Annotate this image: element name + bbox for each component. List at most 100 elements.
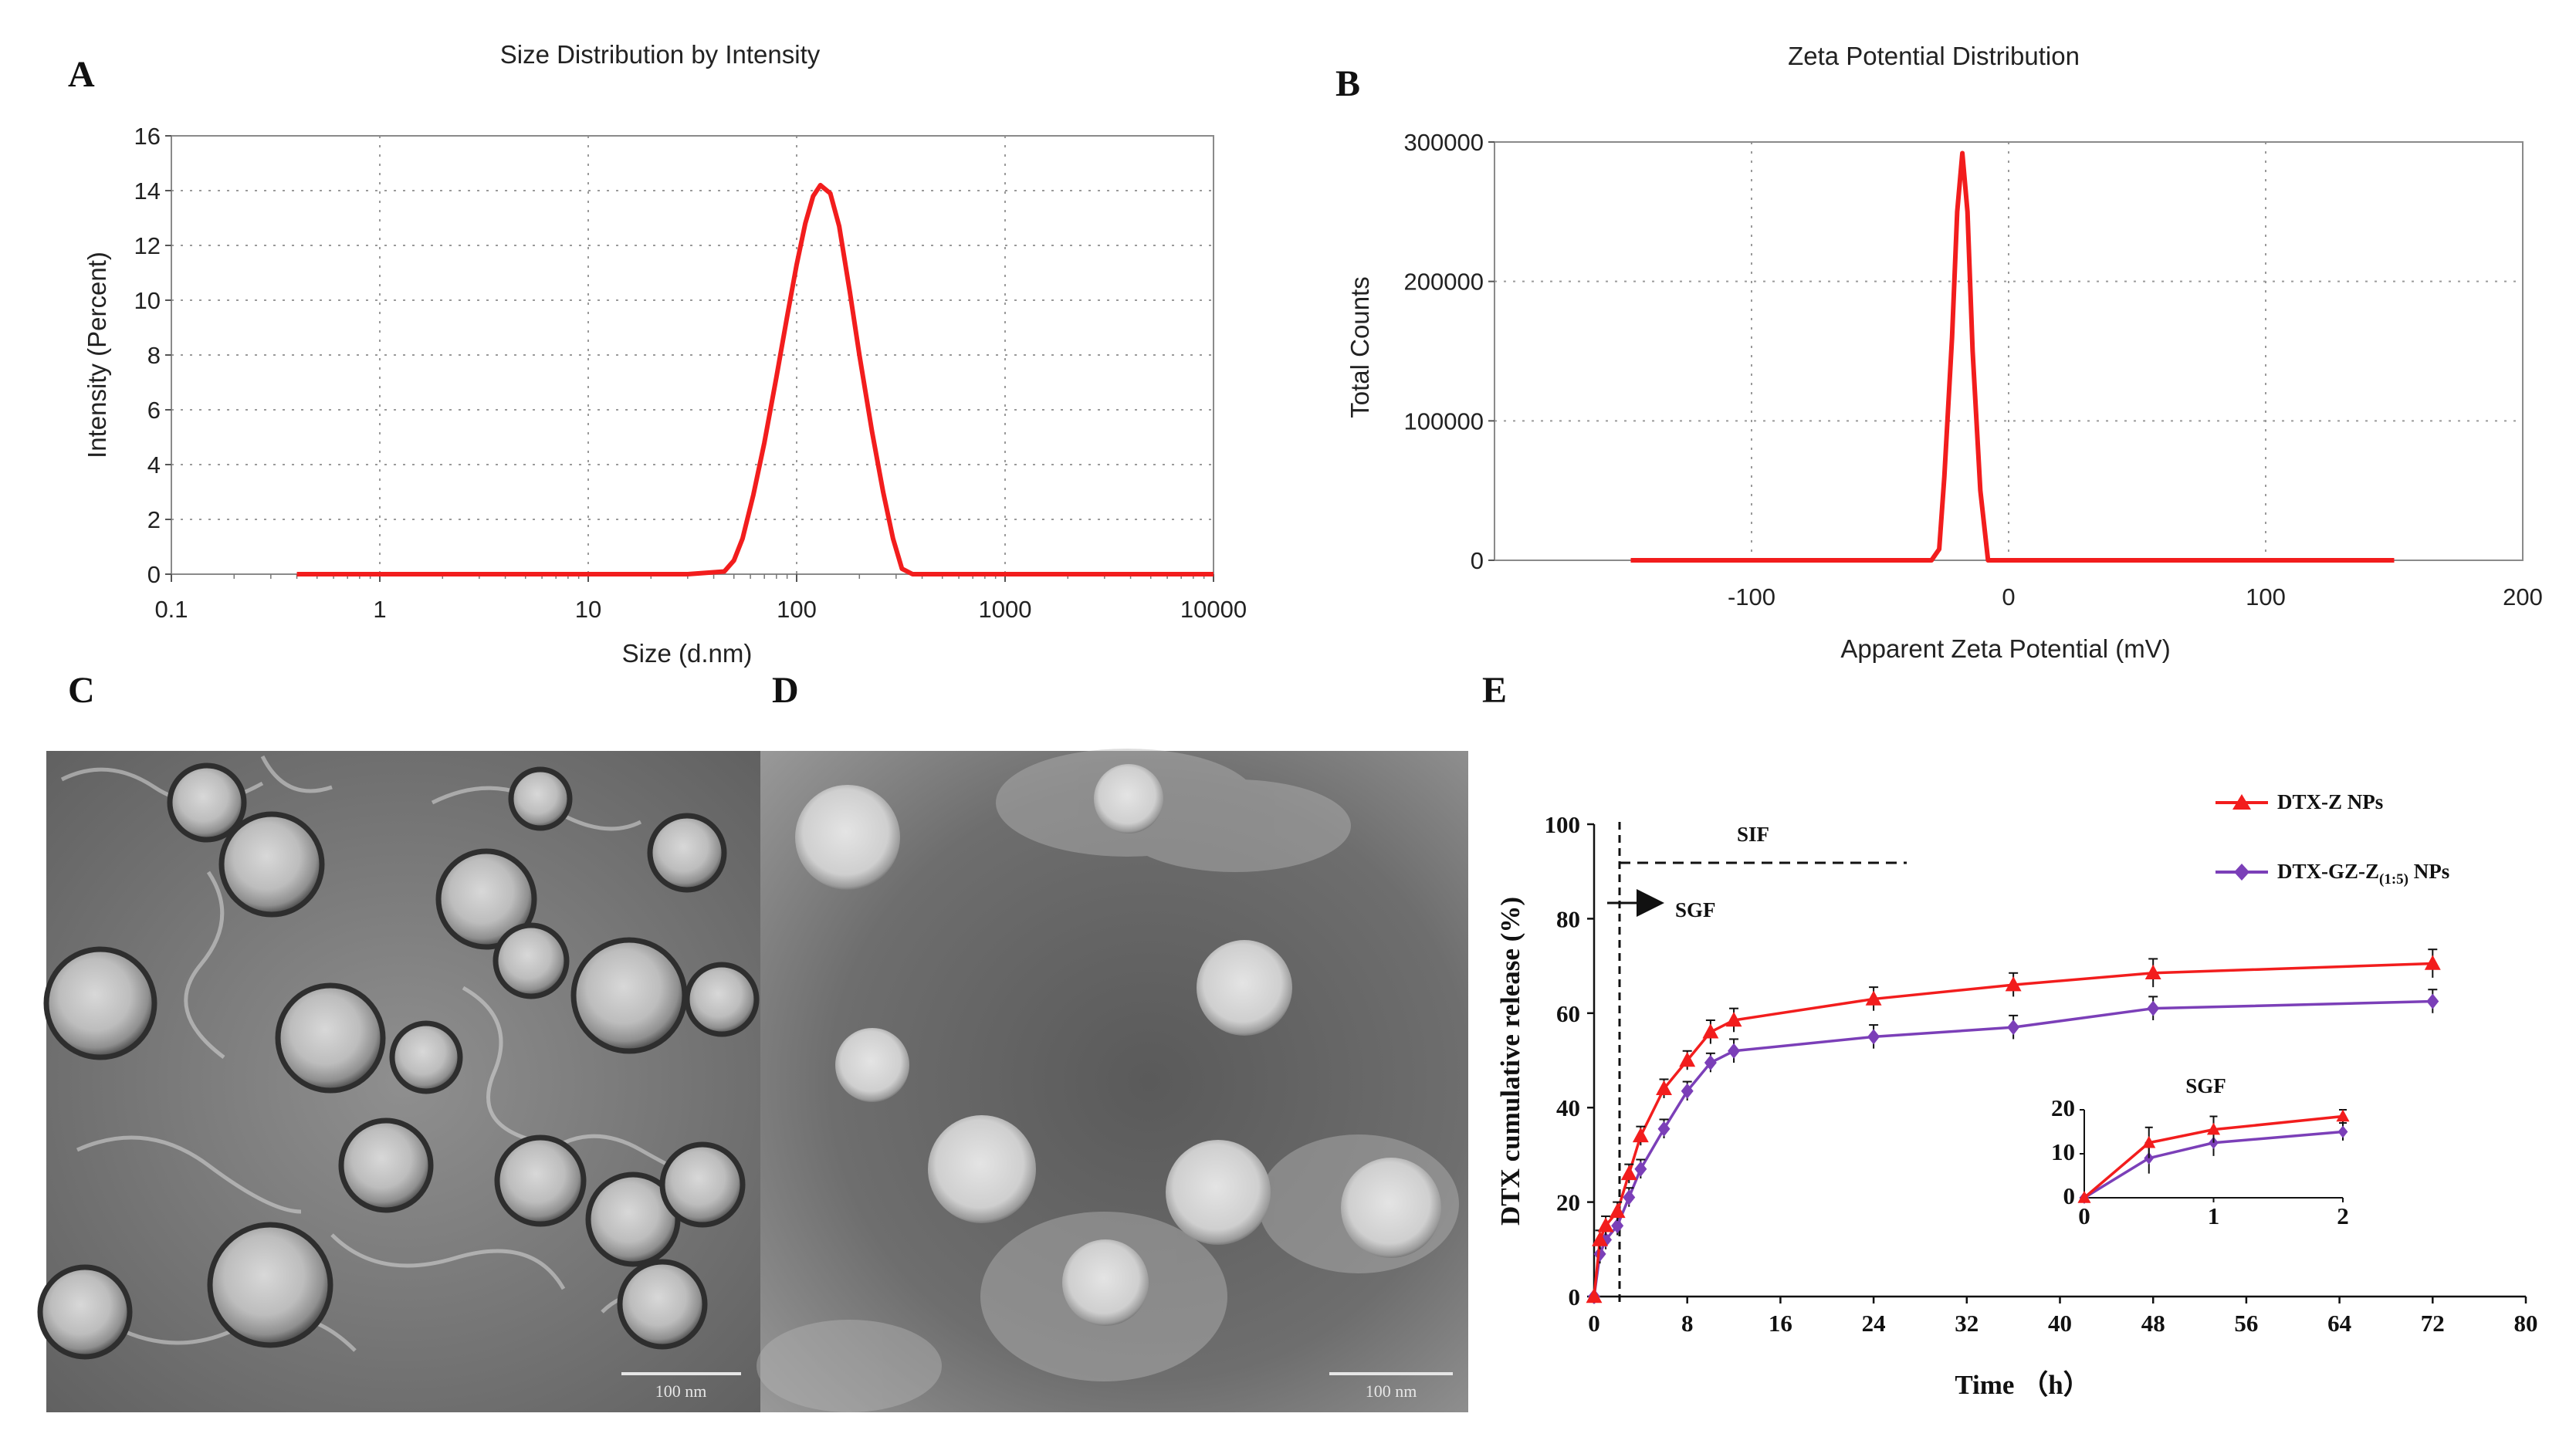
chart-e-point-dtx-gz-z [1704,1055,1717,1071]
chart-b-frame [1494,141,2524,561]
chart-b-ytick-label: 200000 [1404,269,1484,296]
chart-a-ytick-label: 4 [147,451,161,478]
chart-b-xtick-label: 100 [2246,583,2286,610]
chart-e-ytick-label: 100 [1545,811,1581,838]
chart-e-inset-xtick-label: 2 [2337,1202,2349,1229]
chart-b-title: Zeta Potential Distribution [1788,42,2080,70]
chart-e-point-dtx-gz-z [1623,1189,1636,1205]
chart-a-xlabel: Size (d.nm) [622,639,753,668]
chart-e-ytick-label: 20 [1556,1189,1580,1216]
chart-a-ytick-label: 12 [134,232,161,259]
chart-a-ticks: 0.1 1 10 100 1000 10000 0 2 4 6 8 10 12 14 16 [134,123,1247,623]
chart-a-ytick-label: 14 [134,178,161,205]
chart-e-inset-ytick-label: 0 [2063,1182,2076,1209]
chart-e-xtick-label: 48 [2141,1310,2165,1337]
chart-e-line-inset-dtx-z [2083,1114,2344,1199]
legend-label-dtx-gz-z-suffix: NPs [2408,860,2449,883]
chart-a-xtick-label: 1 [373,596,386,623]
chart-e-inset-xtick-label: 0 [2078,1202,2090,1229]
chart-b-series-line [1630,150,2395,563]
panel-a: A Size Distribution by Intensity 0.1 1 10 1… [68,40,1247,668]
micrograph-d-particles [795,764,1441,1326]
chart-e-point-dtx-gz-z [1867,1029,1880,1045]
chart-e-point-dtx-z [1725,1011,1742,1027]
micrograph-c: 100 nm [37,751,760,1412]
panel-label-c: C [68,670,95,711]
chart-e-ylabel: DTX cumulative release (%) [1495,897,1525,1226]
chart-e-xtick-label: 72 [2421,1310,2445,1337]
chart-a-xtick-label: 10000 [1180,596,1247,623]
chart-b-ticks: -100 0 100 200 0 100000 200000 300000 [1404,129,2543,610]
chart-e-xtick-label: 32 [1955,1310,1979,1337]
panel-label-d: D [772,670,799,711]
legend-marker-dtx-z [2232,794,2251,810]
chart-e-point-dtx-z [1702,1023,1719,1039]
chart-e-point-dtx-z [1609,1202,1626,1219]
chart-e-point-dtx-z [1865,990,1882,1006]
legend-label-dtx-gz-z-sub: (1:5) [2379,871,2408,888]
legend-marker-dtx-gz-z [2234,864,2249,881]
chart-e-inset-ytick-label: 20 [2051,1094,2075,1121]
chart-e-line-inset-dtx-gz-z [2083,1130,2344,1199]
chart-e-point-inset-dtx-z [2206,1122,2221,1135]
chart-e-point-dtx-gz-z [2007,1019,2020,1036]
chart-e-ytick-label: 0 [1569,1283,1581,1310]
chart-e-xtick-label: 0 [1588,1310,1600,1337]
chart-a-ytick-label: 8 [147,342,161,369]
chart-e-point-dtx-gz-z [1681,1083,1694,1099]
panel-c: C [37,670,760,1412]
chart-a-xtick-label: 10 [575,596,601,623]
chart-b-xlabel: Apparent Zeta Potential (mV) [1840,634,2170,663]
chart-e-point-dtx-z [1679,1052,1696,1067]
chart-e-xtick-label: 64 [2327,1310,2351,1337]
chart-b-ytick-label: 0 [1471,547,1484,574]
chart-e-xtick-label: 8 [1681,1310,1694,1337]
chart-e-inset-xtick-label: 1 [2208,1202,2220,1229]
chart-b-ytick-label: 100000 [1404,407,1484,434]
chart-e-xtick-label: 40 [2048,1310,2072,1337]
panel-label-a: A [68,54,95,95]
chart-b-ytick-label: 300000 [1404,129,1484,156]
chart-a-title: Size Distribution by Intensity [500,40,821,69]
chart-e-point-dtx-gz-z [1657,1121,1671,1137]
chart-b-grid [1494,142,2523,560]
chart-e-point-dtx-z [2424,955,2441,970]
chart-e-xtick-label: 24 [1862,1310,1886,1337]
chart-e-point-dtx-gz-z [1728,1043,1741,1059]
chart-e-point-dtx-z [1586,1288,1603,1303]
chart-a-ytick-label: 0 [147,561,161,588]
chart-e-point-dtx-gz-z [1634,1161,1647,1177]
chart-b-xtick-label: 0 [2002,583,2015,610]
chart-a-ytick-label: 6 [147,397,161,424]
chart-e-series-dtx-z [1586,948,2441,1303]
micrograph-d-scale-label: 100 nm [1366,1381,1417,1401]
chart-e-point-dtx-gz-z [1611,1218,1624,1234]
chart-e-ytick-label: 80 [1556,905,1580,932]
chart-e-xtick-label: 80 [2514,1310,2538,1337]
micrograph-c-particles [37,762,760,1360]
chart-e-series-inset-dtx-z [2077,1109,2350,1203]
chart-a-ytick-label: 16 [134,123,161,150]
chart-e-point-inset-dtx-gz-z [2337,1125,2348,1138]
micrograph-d: 100 nm [757,749,1468,1412]
chart-e-ytick-label: 60 [1556,1000,1580,1027]
chart-e-series-dtx-gz-z [1588,989,2439,1304]
chart-a-xtick-label: 1000 [979,596,1032,623]
chart-a-xtick-label: 0.1 [154,596,188,623]
chart-b-xtick-label: -100 [1728,583,1775,610]
chart-e-point-inset-dtx-z [2336,1109,2350,1122]
chart-e-xlabel: Time （h） [1955,1370,2090,1400]
chart-e-point-dtx-z [1632,1127,1649,1143]
chart-e-point-dtx-z [1597,1217,1614,1232]
chart-e-point-dtx-gz-z [2147,1000,2160,1016]
chart-a-series-line [296,182,1214,576]
chart-e-inset-ytick-label: 10 [2051,1138,2075,1165]
chart-e-sgf-label: SGF [1675,898,1716,921]
chart-a-ytick-label: 2 [147,506,161,533]
chart-e-point-inset-dtx-z [2077,1191,2091,1203]
chart-a-ylabel: Intensity (Percent) [83,252,111,458]
chart-e-series [1586,948,2441,1304]
